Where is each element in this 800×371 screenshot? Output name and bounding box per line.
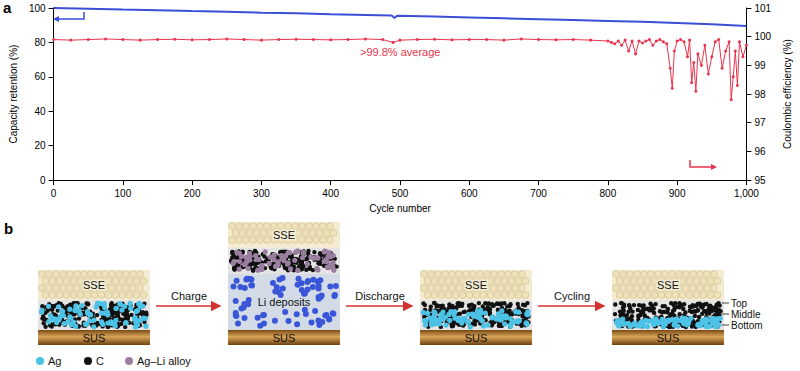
svg-text:Ag: Ag: [48, 355, 61, 367]
svg-text:Cycle number: Cycle number: [369, 203, 431, 214]
svg-text:Li deposits: Li deposits: [258, 296, 311, 308]
svg-text:400: 400: [322, 188, 339, 199]
svg-text:100: 100: [754, 31, 771, 42]
svg-text:0: 0: [51, 188, 57, 199]
svg-text:b: b: [4, 220, 13, 237]
svg-text:98: 98: [754, 89, 766, 100]
svg-text:1,000: 1,000: [734, 188, 759, 199]
svg-text:700: 700: [530, 188, 547, 199]
svg-text:Middle: Middle: [731, 309, 761, 320]
svg-text:80: 80: [34, 37, 46, 48]
svg-text:40: 40: [34, 106, 46, 117]
svg-text:0: 0: [40, 175, 46, 186]
svg-text:Bottom: Bottom: [731, 320, 763, 331]
svg-text:SSE: SSE: [273, 229, 295, 241]
svg-text:95: 95: [754, 175, 766, 186]
svg-text:97: 97: [754, 117, 766, 128]
svg-text:SSE: SSE: [465, 279, 487, 291]
svg-text:Capacity retention (%): Capacity retention (%): [8, 45, 19, 144]
svg-text:600: 600: [461, 188, 478, 199]
svg-text:300: 300: [253, 188, 270, 199]
svg-text:500: 500: [392, 188, 409, 199]
svg-text:a: a: [3, 0, 12, 16]
svg-text:SSE: SSE: [657, 279, 679, 291]
svg-text:SUS: SUS: [83, 332, 106, 344]
svg-text:100: 100: [29, 3, 46, 14]
svg-text:C: C: [96, 355, 104, 367]
svg-text:Coulombic efficiency (%): Coulombic efficiency (%): [782, 39, 793, 149]
svg-text:200: 200: [184, 188, 201, 199]
svg-text:SUS: SUS: [657, 332, 680, 344]
svg-text:800: 800: [600, 188, 617, 199]
svg-text:>99.8% average: >99.8% average: [360, 46, 440, 58]
svg-text:Top: Top: [731, 298, 748, 309]
svg-text:Charge: Charge: [171, 290, 207, 302]
svg-text:Discharge: Discharge: [355, 290, 405, 302]
svg-text:101: 101: [754, 3, 771, 14]
svg-text:Cycling: Cycling: [554, 290, 590, 302]
svg-text:100: 100: [115, 188, 132, 199]
svg-text:SUS: SUS: [273, 332, 296, 344]
svg-text:900: 900: [669, 188, 686, 199]
svg-text:20: 20: [34, 140, 46, 151]
svg-text:99: 99: [754, 60, 766, 71]
svg-text:SSE: SSE: [83, 279, 105, 291]
svg-text:60: 60: [34, 71, 46, 82]
svg-text:SUS: SUS: [465, 332, 488, 344]
svg-text:Ag–Li alloy: Ag–Li alloy: [137, 355, 191, 367]
svg-text:96: 96: [754, 146, 766, 157]
